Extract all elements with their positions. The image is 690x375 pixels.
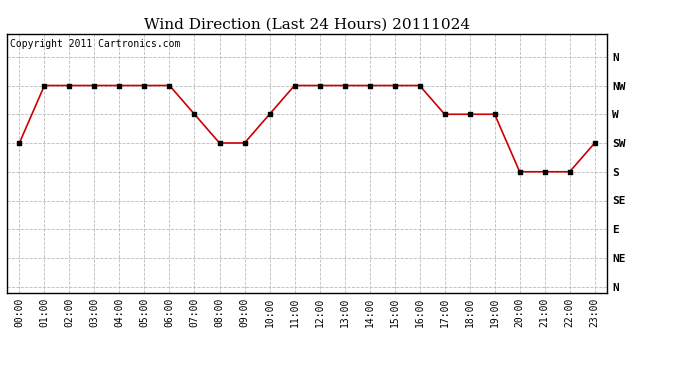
Point	[14, 140, 25, 146]
Title: Wind Direction (Last 24 Hours) 20111024: Wind Direction (Last 24 Hours) 20111024	[144, 17, 470, 31]
Point	[189, 111, 200, 117]
Point	[539, 169, 550, 175]
Point	[414, 82, 425, 88]
Text: Copyright 2011 Cartronics.com: Copyright 2011 Cartronics.com	[10, 39, 180, 49]
Point	[139, 82, 150, 88]
Point	[89, 82, 100, 88]
Point	[464, 111, 475, 117]
Point	[339, 82, 350, 88]
Point	[264, 111, 275, 117]
Point	[64, 82, 75, 88]
Point	[314, 82, 325, 88]
Point	[164, 82, 175, 88]
Point	[289, 82, 300, 88]
Point	[564, 169, 575, 175]
Point	[114, 82, 125, 88]
Point	[589, 140, 600, 146]
Point	[439, 111, 450, 117]
Point	[39, 82, 50, 88]
Point	[489, 111, 500, 117]
Point	[364, 82, 375, 88]
Point	[514, 169, 525, 175]
Point	[389, 82, 400, 88]
Point	[214, 140, 225, 146]
Point	[239, 140, 250, 146]
